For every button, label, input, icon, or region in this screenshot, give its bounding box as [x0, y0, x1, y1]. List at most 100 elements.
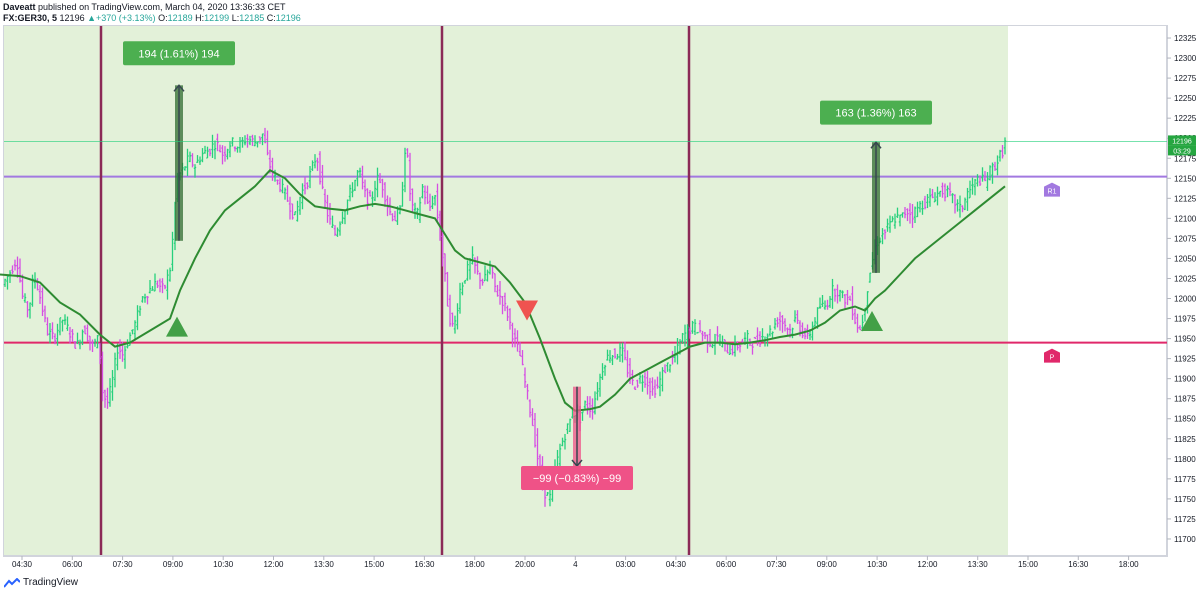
ohlc-bar [663, 364, 667, 374]
ohlc-bar [913, 206, 917, 223]
symbol[interactable]: FX:GER30, 5 [3, 13, 58, 23]
y-tick-label: 11775 [1174, 475, 1196, 484]
ohlc-bar [476, 256, 479, 275]
ohlc-bar [686, 324, 689, 347]
ohlc-bar [308, 166, 312, 189]
ohlc-bar [608, 350, 612, 363]
open-label: O: [158, 13, 168, 23]
ohlc-bar [651, 377, 654, 396]
ohlc-bar [223, 146, 227, 162]
x-tick-label: 04:30 [12, 560, 33, 569]
close-value: 12196 [275, 13, 301, 23]
ohlc-bar [653, 379, 657, 398]
ohlc-bar [996, 155, 999, 176]
ohlc-bar [436, 183, 439, 222]
ohlc-bar [883, 229, 887, 240]
ohlc-bar [278, 178, 282, 193]
ohlc-bar [961, 205, 964, 213]
x-tick-label: 07:30 [766, 560, 787, 569]
ohlc-bar [918, 201, 922, 213]
ohlc-bar [828, 295, 832, 308]
y-tick-label: 11900 [1174, 375, 1196, 384]
ohlc-bar [951, 193, 954, 204]
ohlc-bar [323, 189, 327, 209]
ohlc-bar [316, 157, 319, 171]
ohlc-bar [793, 310, 797, 323]
ohlc-bar [801, 322, 804, 339]
ohlc-bar [81, 329, 84, 346]
ohlc-bar [518, 342, 522, 357]
ohlc-bar [433, 194, 437, 206]
x-tick-label: 06:00 [62, 560, 83, 569]
ohlc-bar [598, 373, 602, 397]
x-tick-label: 16:30 [414, 560, 435, 569]
y-tick-label: 12175 [1174, 154, 1197, 163]
ohlc-bar [418, 197, 422, 223]
high-value: 12199 [204, 13, 230, 23]
ohlc-bar [636, 379, 639, 388]
ohlc-bar [683, 324, 687, 347]
ohlc-bar [823, 300, 827, 310]
ohlc-bar [461, 282, 464, 296]
buy-signal-marker [166, 316, 188, 337]
ohlc-bar [611, 355, 614, 366]
y-tick-label: 12150 [1174, 174, 1197, 183]
ohlc-bar [258, 136, 262, 144]
ohlc-bar [908, 203, 912, 224]
ohlc-bar [381, 178, 384, 198]
ohlc-bar [456, 303, 459, 330]
ohlc-bar [558, 443, 562, 470]
ohlc-bar [786, 327, 789, 336]
ohlc-bar [208, 148, 212, 157]
ohlc-bar [681, 332, 684, 344]
ohlc-bar [688, 327, 692, 339]
ohlc-bar [116, 343, 119, 371]
ohlc-bar [16, 256, 19, 278]
ohlc-bar [403, 147, 407, 193]
ohlc-bar [691, 320, 694, 334]
ohlc-bar [758, 331, 762, 347]
ohlc-bar [428, 193, 432, 211]
ohlc-bar [831, 278, 834, 309]
author[interactable]: Daveatt [3, 2, 36, 12]
ohlc-bar [451, 312, 454, 327]
ohlc-bar [928, 188, 932, 207]
ohlc-bar [588, 396, 592, 418]
ohlc-bar [448, 294, 452, 327]
ohlc-bar [626, 350, 629, 378]
tradingview-footer[interactable]: TradingView [4, 577, 78, 588]
ohlc-bar [523, 367, 527, 388]
ohlc-bar [353, 179, 357, 192]
ohlc-bar [336, 227, 339, 237]
ohlc-bar [88, 335, 92, 351]
ohlc-bar [956, 199, 959, 212]
ohlc-bar [826, 299, 829, 310]
ohlc-bar [93, 338, 97, 347]
ohlc-bar [41, 287, 44, 317]
x-tick-label: 4 [573, 560, 578, 569]
low-label: L: [231, 13, 240, 23]
ohlc-bar [593, 391, 597, 415]
ohlc-bar [98, 342, 102, 365]
ohlc-bar [938, 190, 942, 197]
y-tick-label: 12125 [1174, 194, 1197, 203]
ohlc-bar [646, 370, 649, 395]
ohlc-bar [203, 145, 207, 154]
ohlc-bar [351, 182, 354, 198]
ohlc-bar [521, 350, 524, 366]
y-tick-label: 11850 [1174, 415, 1196, 424]
y-tick-label: 12100 [1174, 214, 1197, 223]
x-tick-label: 03:00 [616, 560, 637, 569]
ohlc-bar [321, 164, 324, 190]
ohlc-bar [6, 275, 9, 290]
ohlc-bar [183, 166, 187, 171]
ohlc-bar [911, 203, 914, 228]
sell-signal-marker [516, 300, 538, 321]
ohlc-bar [146, 296, 149, 305]
ohlc-bar [76, 332, 79, 345]
high-label: H: [195, 13, 205, 23]
ohlc-bar [501, 295, 504, 315]
ohlc-bar [796, 310, 799, 324]
ohlc-bar [243, 135, 247, 146]
